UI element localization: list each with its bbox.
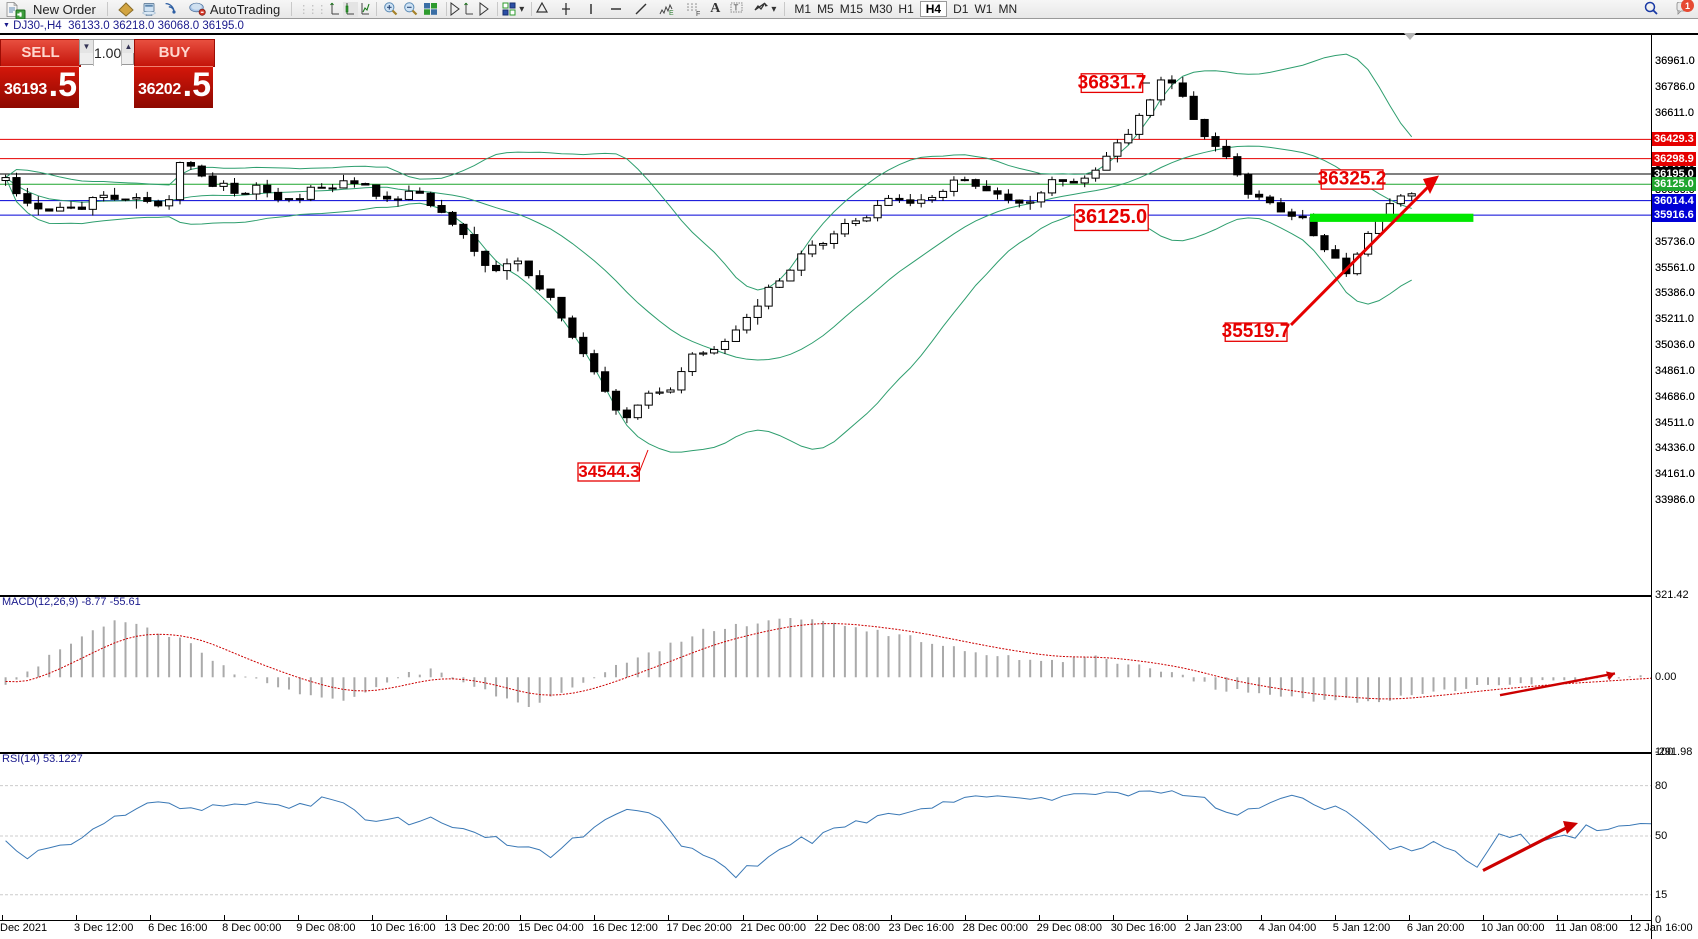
svg-text:E: E [669, 10, 674, 17]
svg-text:1: 1 [1685, 1, 1690, 11]
svg-text:F: F [696, 11, 700, 17]
svg-text:T: T [734, 4, 739, 13]
